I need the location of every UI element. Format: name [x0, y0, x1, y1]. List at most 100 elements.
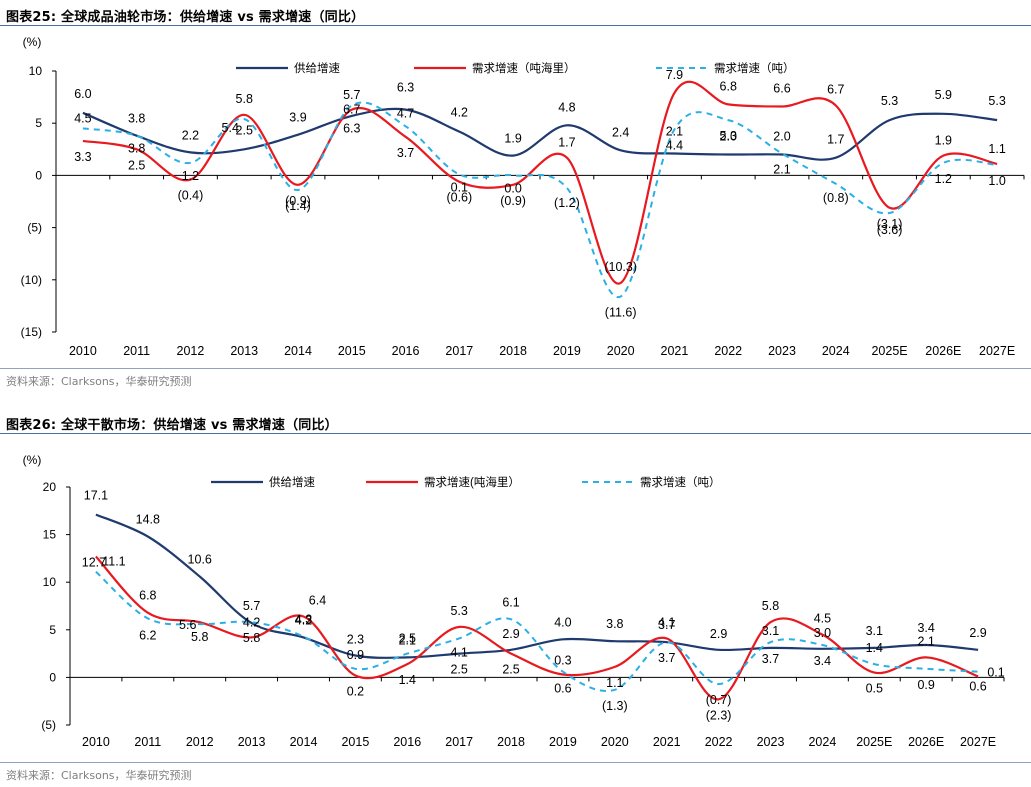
data-label: 0.3 — [554, 654, 571, 668]
data-label: 6.6 — [773, 81, 790, 95]
series-line-2 — [95, 570, 979, 692]
data-label: (1.2) — [554, 196, 580, 210]
data-label: 1.1 — [988, 142, 1005, 156]
x-tick-label: 2026E — [925, 344, 961, 358]
data-label: 2.0 — [773, 130, 790, 144]
data-label: 2.5 — [502, 663, 519, 677]
data-label: 0.9 — [347, 648, 364, 662]
y-tick-label: 20 — [43, 480, 57, 494]
data-label: 4.2 — [243, 615, 260, 629]
x-tick-label: 2014 — [284, 344, 312, 358]
data-label: 6.3 — [397, 81, 414, 95]
x-tick-label: 2017 — [445, 735, 473, 749]
y-tick-label: 0 — [49, 670, 56, 684]
data-label: 4.2 — [295, 613, 312, 627]
data-label: 5.3 — [720, 129, 737, 143]
data-label: 5.8 — [243, 631, 260, 645]
data-label: 14.8 — [136, 513, 160, 527]
data-label: 5.7 — [243, 599, 260, 613]
data-label: 6.2 — [139, 628, 156, 642]
data-label: (0.7) — [706, 693, 732, 707]
y-tick-label: (10) — [21, 273, 42, 287]
data-label: 0.2 — [347, 684, 364, 698]
y-axis-label: (%) — [23, 35, 42, 49]
data-label: 2.9 — [710, 627, 727, 641]
data-label: 6.8 — [139, 589, 156, 603]
chart-1-svg: (%) 10 5 0 (5) (10) (15) 2010 2011 2012 2013 2014 20… — [21, 35, 1025, 358]
data-label: 6.0 — [74, 87, 91, 101]
x-tick-label: 2016 — [393, 735, 421, 749]
data-label: 1.9 — [935, 134, 952, 148]
data-label: 3.9 — [289, 111, 306, 125]
x-tick-label: 2014 — [290, 735, 318, 749]
y-tick-label: 10 — [43, 575, 57, 589]
data-label: 5.3 — [450, 604, 467, 618]
data-label: 3.4 — [917, 621, 934, 635]
data-label: 4.1 — [658, 615, 675, 629]
y-tick-label: (5) — [41, 718, 56, 732]
data-label: 2.4 — [612, 125, 629, 139]
data-label: 2.5 — [399, 632, 416, 646]
data-label: 1.7 — [558, 136, 575, 150]
data-label: 4.1 — [450, 645, 467, 659]
data-label: 3.8 — [128, 142, 145, 156]
data-label: 3.1 — [762, 624, 779, 638]
data-label: 4.3 — [295, 612, 312, 626]
data-label: 2.9 — [502, 627, 519, 641]
data-label: 5.3 — [988, 94, 1005, 108]
figure-1-title: 图表25: 全球成品油轮市场：供给增速 vs 需求增速（同比） — [6, 10, 365, 25]
x-tick-label: 2011 — [123, 344, 150, 358]
series-line-2 — [82, 101, 998, 298]
x-tick-label: 2022 — [714, 344, 742, 358]
data-label: 5.6 — [179, 618, 196, 632]
data-label: (0.6) — [446, 191, 472, 205]
x-tick-label: 2023 — [768, 344, 796, 358]
figure-1-bottom-rule — [0, 368, 1031, 369]
x-tick-label: 2021 — [661, 344, 689, 358]
series-line-0 — [82, 107, 998, 161]
series-line-0 — [95, 513, 979, 659]
data-label: 4.4 — [666, 138, 683, 152]
data-label: 3.8 — [128, 112, 145, 126]
data-label: 2.1 — [773, 162, 790, 176]
data-label: 0.0 — [504, 181, 521, 195]
x-tick-label: 2027E — [960, 735, 996, 749]
y-tick-label: 15 — [43, 528, 57, 542]
figure-2-title: 图表26: 全球干散市场：供给增速 vs 需求增速（同比） — [6, 418, 338, 433]
x-tick-label: 2019 — [549, 735, 577, 749]
legend-label: 供给增速 — [294, 61, 340, 75]
data-label: 5.8 — [762, 599, 779, 613]
data-label: 5.3 — [881, 94, 898, 108]
data-label: 2.1 — [666, 124, 683, 138]
legend-label: 需求增速（吨海里） — [472, 61, 576, 75]
x-tick-label: 2027E — [979, 344, 1015, 358]
data-label: 2.5 — [128, 158, 145, 172]
data-label: 0.9 — [917, 678, 934, 692]
data-label: (0.4) — [178, 189, 204, 203]
x-tick-label: 2022 — [705, 735, 733, 749]
x-tick-label: 2013 — [230, 344, 258, 358]
x-tick-label: 2025E — [856, 735, 892, 749]
data-label: 1.9 — [504, 132, 521, 146]
data-label: (0.8) — [823, 191, 849, 205]
data-label: 3.7 — [658, 651, 675, 665]
data-label: 2.9 — [969, 626, 986, 640]
data-label: 2.5 — [236, 123, 253, 137]
data-label: 4.7 — [397, 106, 414, 120]
data-label: 1.7 — [827, 133, 844, 147]
data-label: 1.4 — [866, 641, 883, 655]
x-tick-label: 2011 — [134, 735, 161, 749]
data-label: (10.3) — [604, 260, 637, 274]
data-label: 4.5 — [814, 612, 831, 626]
figure-1-source: 资料来源：Clarksons，华泰研究预测 — [6, 375, 192, 388]
x-tick-label: 2018 — [499, 344, 527, 358]
data-label: 5.7 — [343, 88, 360, 102]
data-label: 7.9 — [666, 68, 683, 82]
data-label: 6.1 — [502, 595, 519, 609]
data-label: (11.6) — [605, 306, 637, 320]
x-tick-label: 2010 — [69, 344, 97, 358]
data-label: 3.7 — [397, 146, 414, 160]
data-label: 6.4 — [309, 593, 326, 607]
data-label: 6.3 — [343, 122, 360, 136]
